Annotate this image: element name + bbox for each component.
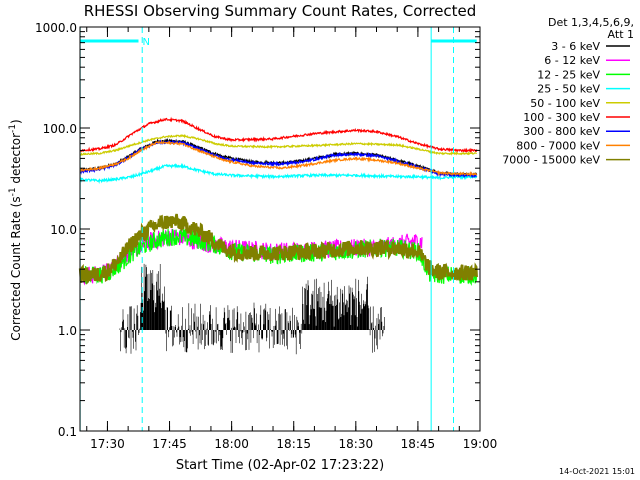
series-line <box>78 213 478 285</box>
y-axis-label-end: ) <box>9 119 23 124</box>
plot-frame <box>79 26 481 432</box>
legend-header-line: Det 1,3,4,5,6,9, <box>548 16 634 29</box>
legend-label: 7000 - 15000 keV <box>502 154 600 167</box>
series-3-6-low-counts <box>119 263 385 355</box>
legend-label: 25 - 50 keV <box>537 83 600 96</box>
night-marker: N <box>142 37 149 48</box>
x-tick-label: 17:30 <box>90 437 125 451</box>
series-line <box>79 140 478 177</box>
x-tick-label: 18:45 <box>401 437 436 451</box>
y-tick-label: 1.0 <box>58 324 77 338</box>
x-tick-label: 18:00 <box>214 437 249 451</box>
x-tick-label: 19:00 <box>463 437 498 451</box>
legend-label: 6 - 12 keV <box>544 54 600 67</box>
chart-title: RHESSI Observing Summary Count Rates, Co… <box>84 2 477 20</box>
y-axis-label-main: Corrected Count Rate (s <box>9 196 23 340</box>
series-line <box>79 133 477 156</box>
legend-header: Det 1,3,4,5,6,9,Att 1 <box>548 16 634 41</box>
y-tick-label: 100.0 <box>43 122 77 136</box>
x-tick-label: 18:30 <box>339 437 374 451</box>
legend-label: 100 - 300 keV <box>523 111 600 124</box>
legend-label: 800 - 7000 keV <box>516 139 600 152</box>
series-line <box>79 116 478 154</box>
y-axis-label-sup2: -1 <box>8 124 18 133</box>
footer-timestamp: 14-Oct-2021 15:01 <box>559 467 635 476</box>
legend-label: 300 - 800 keV <box>523 125 600 138</box>
series-line <box>79 162 478 185</box>
y-tick-label: 10.0 <box>50 223 77 237</box>
x-tick-label: 17:45 <box>152 437 187 451</box>
series-line <box>79 137 478 177</box>
legend-header-line: Att 1 <box>608 28 634 41</box>
axes-layer: 0.1 1.0 10.0 100.0 1000.0 17:30 17:45 18:00 18:1… <box>35 21 497 451</box>
y-tick-label: 1000.0 <box>35 21 77 35</box>
annotation-layer: N <box>79 27 477 431</box>
y-tick-label: 0.1 <box>58 425 77 439</box>
series-layer <box>78 116 478 355</box>
legend-label: 12 - 25 keV <box>537 68 600 81</box>
x-axis-label: Start Time (02-Apr-02 17:23:22) <box>176 458 384 473</box>
y-axis-label-sup1: -1 <box>8 187 18 196</box>
legend-label: 50 - 100 keV <box>530 97 600 110</box>
y-axis-label: Corrected Count Rate (s-1 detector-1) <box>8 119 23 340</box>
y-axis-label-mid: detector <box>9 133 23 188</box>
legend-label: 3 - 6 keV <box>551 40 600 53</box>
x-tick-label: 18:15 <box>276 437 311 451</box>
